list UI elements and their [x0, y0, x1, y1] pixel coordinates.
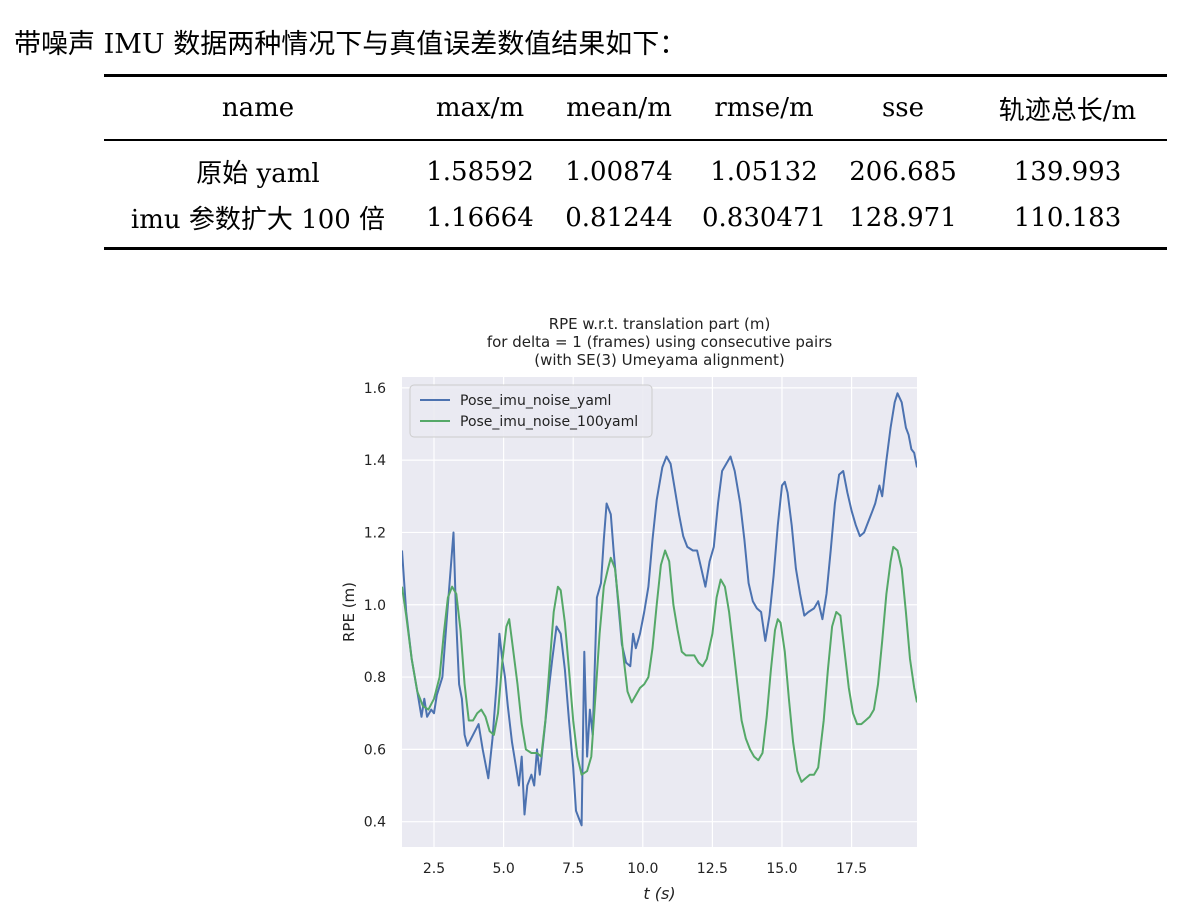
- y-tick-label: 1.2: [364, 525, 386, 541]
- header-mean: mean/m: [566, 93, 672, 123]
- rpe-chart: 2.5 5.0 7.5 10.0 12.5 15.0 17.5 0.4 0.6 0.8 1.0 1.2…: [330, 310, 930, 910]
- cell-max: 1.16664: [426, 202, 534, 233]
- cell-length: 139.993: [1013, 156, 1122, 187]
- cell-sse: 128.971: [849, 202, 957, 233]
- cell-name: 原始 yaml: [196, 159, 320, 189]
- cell-mean: 1.00874: [565, 156, 673, 187]
- series-line-1: [402, 392, 917, 827]
- x-tick-label: 2.5: [423, 861, 445, 877]
- table-mid-rule-row: [104, 139, 1167, 141]
- chart-title-line: for delta = 1 (frames) using consecutive…: [487, 333, 833, 351]
- table-bottom-rule: [104, 246, 1167, 250]
- table-mid-rule: [104, 139, 1167, 141]
- chart-title-line: RPE w.r.t. translation part (m): [549, 315, 771, 333]
- series-line-2: [402, 545, 917, 783]
- cell-sse: 206.685: [849, 156, 957, 187]
- chart-title-line: (with SE(3) Umeyama alignment): [534, 351, 785, 369]
- plot-background: [402, 377, 917, 847]
- table-row: imu 参数扩大 100 倍 1.16664 0.81244 0.830471 …: [104, 195, 1167, 247]
- x-tick-label: 17.5: [836, 861, 867, 877]
- cell-length: 110.183: [1013, 202, 1122, 233]
- header-name: name: [221, 93, 295, 123]
- x-tick-label: 12.5: [697, 861, 728, 877]
- legend-label-2: Pose_imu_noise_100yaml: [460, 414, 638, 430]
- legend-label-1: Pose_imu_noise_yaml: [460, 393, 611, 409]
- header-rmse: rmse/m: [714, 93, 814, 123]
- x-tick-label: 5.0: [492, 861, 514, 877]
- header-max: max/m: [435, 93, 525, 123]
- x-tick-label: 10.0: [627, 861, 658, 877]
- cell-rmse: 1.05132: [710, 156, 818, 187]
- cell-name: imu 参数扩大 100 倍: [130, 205, 386, 235]
- y-tick-label: 0.4: [364, 815, 386, 831]
- x-tick-label: 15.0: [766, 861, 797, 877]
- header-sse: sse: [881, 93, 925, 123]
- table-header-row: name max/m mean/m rmse/m sse 轨迹总长/m: [104, 77, 1167, 139]
- table-top-rule: [104, 74, 1167, 77]
- x-axis-label: t (s): [643, 884, 675, 903]
- y-tick-label: 1.6: [364, 381, 386, 397]
- rpe-chart-svg: 2.5 5.0 7.5 10.0 12.5 15.0 17.5 0.4 0.6 0.8 1.0 1.2…: [340, 315, 917, 903]
- y-tick-label: 0.6: [364, 742, 386, 758]
- table-row: 原始 yaml 1.58592 1.00874 1.05132 206.685 …: [104, 141, 1167, 195]
- cell-rmse: 0.830471: [701, 202, 827, 233]
- legend-box: [409, 384, 653, 438]
- cell-mean: 0.81244: [565, 202, 673, 233]
- results-grid: name max/m mean/m rmse/m sse 轨迹总长/m 原始 y…: [104, 77, 1167, 247]
- header-length: 轨迹总长/m: [998, 95, 1137, 126]
- results-table: name max/m mean/m rmse/m sse 轨迹总长/m 原始 y…: [104, 74, 1167, 250]
- y-axis-label: RPE (m): [340, 582, 358, 642]
- intro-text: 带噪声 IMU 数据两种情况下与真值误差数值结果如下：: [14, 29, 687, 60]
- y-tick-label: 0.8: [364, 670, 386, 686]
- cell-max: 1.58592: [426, 156, 534, 187]
- x-tick-label: 7.5: [562, 861, 584, 877]
- y-tick-label: 1.4: [364, 453, 386, 469]
- y-tick-label: 1.0: [364, 598, 386, 614]
